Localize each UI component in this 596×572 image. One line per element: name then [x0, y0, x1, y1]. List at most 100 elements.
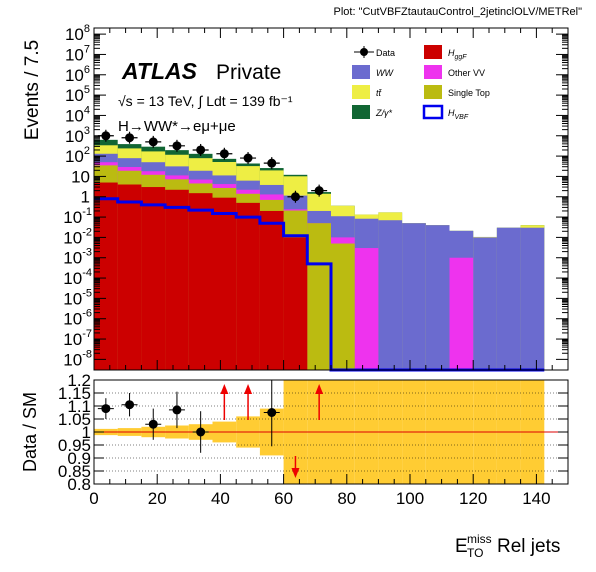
- svg-text:E: E: [455, 536, 468, 557]
- bar-ggF-1: [117, 184, 142, 370]
- y-axis-ticks: 10-810-710-610-510-410-310-210-111010210…: [63, 23, 568, 369]
- data-point-2: [145, 135, 162, 148]
- y-tick-label: 10-4: [63, 267, 92, 288]
- y-tick-label: 10: [71, 167, 90, 186]
- main-panel: 10-810-710-610-510-410-310-210-111010210…: [22, 23, 569, 372]
- bar-ggF-2: [141, 187, 166, 370]
- plot-tag: Plot: "CutVBFZtautauControl_2jetinclOLV/…: [333, 6, 582, 18]
- data-point-5: [216, 147, 233, 160]
- y-tick-label: 102: [65, 145, 90, 166]
- ratio-arrow-2: [291, 456, 300, 478]
- data-point-1: [121, 131, 138, 144]
- svg-text:Data: Data: [376, 48, 395, 58]
- data-point-4: [192, 143, 209, 156]
- y-tick-label: 105: [65, 84, 90, 105]
- bar-OtherVV-11: [354, 248, 379, 370]
- x-tick-label: 20: [148, 489, 167, 508]
- y-tick-label: 10-8: [63, 348, 92, 369]
- svg-text:Z/γ*: Z/γ*: [375, 108, 392, 118]
- ratio-grid: [94, 392, 568, 472]
- x-tick-label: 80: [337, 489, 356, 508]
- bar-ggF-4: [188, 193, 213, 370]
- data-point-8: [287, 190, 304, 203]
- x-tick-label: 40: [211, 489, 230, 508]
- bar-WW-12: [378, 220, 403, 370]
- bar-ggF-5: [212, 197, 237, 370]
- y-tick-label: 10-3: [63, 247, 92, 268]
- ratio-y-tick-label: 1.1: [67, 397, 91, 416]
- legend-entry-OtherVV: Other VV: [424, 65, 485, 79]
- x-axis-ticks: 0 20 40 60 80 100 120 140: [89, 474, 569, 508]
- y-tick-label: 108: [65, 23, 90, 44]
- legend-entry-Zgamma: Z/γ*: [352, 105, 392, 119]
- legend-entry-SingleTop: Single Top: [424, 85, 490, 99]
- y-tick-label: 106: [65, 64, 90, 85]
- ratio-y-tick-label: 1.05: [58, 410, 91, 429]
- bar-SingleTop-10: [331, 243, 355, 370]
- bar-ggF-8: [283, 237, 308, 370]
- y-tick-label: 1: [81, 188, 90, 207]
- ratio-point-4: [192, 411, 209, 453]
- y-tick-label: 104: [65, 104, 90, 125]
- ratio-point-5: [263, 380, 280, 447]
- stacked-bars: [94, 139, 545, 370]
- ratio-points: [97, 380, 324, 478]
- ratio-arrow-0: [220, 384, 229, 420]
- atlas-brand: ATLAS: [121, 58, 198, 84]
- ratio-y-label: Data / SM: [20, 392, 40, 472]
- svg-text:Single Top: Single Top: [448, 88, 490, 98]
- ratio-y-tick-label: 0.85: [58, 462, 91, 481]
- ratio-point-3: [168, 391, 185, 429]
- ratio-point-2: [145, 408, 162, 440]
- legend-entry-Data: Data: [354, 46, 395, 58]
- bar-WW-14: [425, 225, 450, 370]
- bar-WW-18: [520, 227, 545, 370]
- legend-entry-VBF: HVBF: [422, 104, 469, 121]
- ratio-y-tick-label: 0.95: [58, 436, 91, 455]
- ratio-y-tick-label: 0.8: [67, 475, 91, 494]
- x-axis-ticks-top-panel: [93, 28, 569, 370]
- bar-ggF-6: [236, 202, 260, 370]
- ratio-y-tick-label: 1.15: [58, 384, 91, 403]
- bar-OtherVV-15: [449, 257, 474, 370]
- data-point-3: [168, 139, 185, 152]
- y-tick-label: 107: [65, 43, 90, 64]
- data-point-6: [240, 152, 257, 165]
- ratio-arrow-3: [315, 384, 324, 420]
- bar-ggF-7: [259, 210, 284, 370]
- x-tick-label: 0: [89, 489, 98, 508]
- ratio-y-tick-label: 1: [82, 423, 91, 442]
- data-point-7: [263, 157, 280, 170]
- legend-entry-ggF: HggF: [424, 45, 467, 61]
- y-tick-label: 10-2: [63, 226, 92, 247]
- x-tick-label: 60: [274, 489, 293, 508]
- legend: Data HggF WW Other VV tt̄ Single Top Z/γ* HVBF: [352, 45, 490, 121]
- svg-text:HggF: HggF: [448, 48, 467, 61]
- data-point-9: [311, 184, 328, 197]
- svg-text:WW: WW: [376, 68, 394, 78]
- svg-text:Rel jets: Rel jets: [497, 536, 560, 557]
- y-tick-label: 10-6: [63, 308, 92, 329]
- x-tick-label: 120: [459, 489, 487, 508]
- ratio-y-tick-label: 1.2: [67, 371, 91, 390]
- bar-ggF-3: [165, 189, 189, 370]
- ratio-arrow-1: [244, 384, 253, 420]
- x-axis-label: E miss TO Rel jets: [455, 532, 560, 560]
- ratio-point-1: [121, 393, 138, 417]
- ratio-y-tick-label: 0.9: [67, 449, 91, 468]
- x-tick-label: 140: [522, 489, 550, 508]
- y-tick-label: 10-1: [63, 206, 92, 227]
- y-axis-label: Events / 7.5: [22, 40, 43, 140]
- atlas-status: Private: [216, 61, 281, 84]
- svg-text:TO: TO: [467, 546, 483, 560]
- svg-text:miss: miss: [467, 532, 492, 546]
- svg-text:HVBF: HVBF: [448, 108, 469, 121]
- legend-entry-ttbar: tt̄: [352, 85, 382, 99]
- y-tick-label: 10-5: [63, 287, 92, 308]
- x-tick-label: 100: [396, 489, 424, 508]
- bar-WW-13: [402, 223, 426, 370]
- ratio-point-0: [97, 398, 114, 419]
